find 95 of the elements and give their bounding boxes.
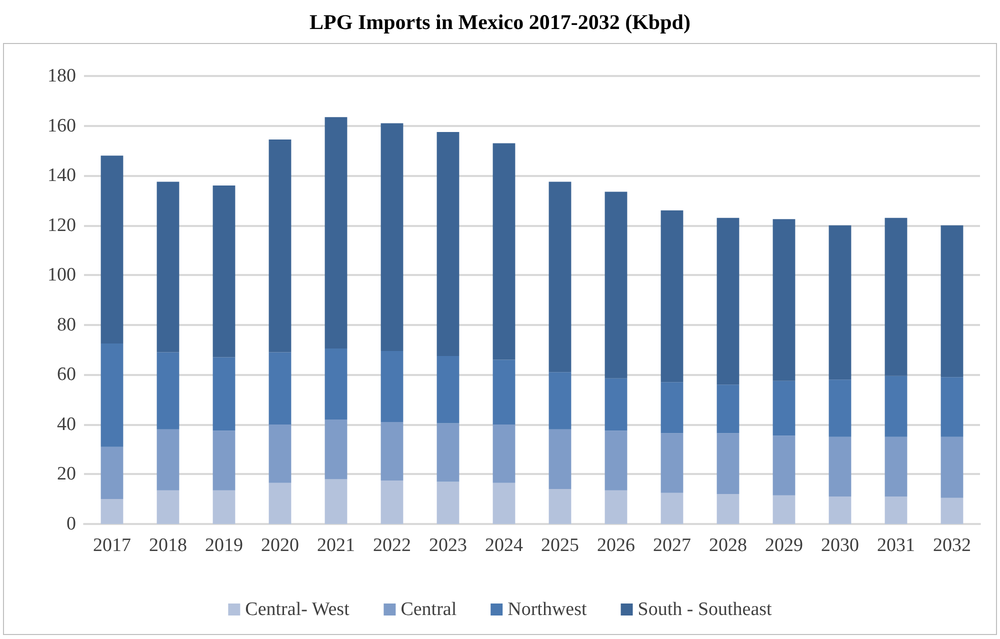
bar — [548, 429, 572, 490]
bar — [604, 192, 628, 378]
bar — [436, 132, 460, 356]
bar — [772, 380, 796, 436]
y-tick-label: 120 — [48, 214, 76, 236]
bar — [940, 498, 964, 524]
x-tick-label: 2024 — [485, 535, 524, 556]
bar — [492, 424, 516, 483]
bar — [604, 378, 628, 431]
x-tick-label: 2019 — [205, 535, 243, 556]
bar — [212, 490, 236, 524]
bar — [212, 186, 236, 358]
bar — [548, 182, 572, 372]
x-tick-label: 2017 — [93, 535, 131, 556]
legend-label: Central- West — [245, 599, 350, 620]
bar — [828, 496, 852, 524]
bar — [772, 495, 796, 524]
bar — [100, 499, 124, 524]
bar — [772, 436, 796, 496]
bar — [380, 480, 404, 524]
bar — [436, 482, 460, 524]
bar — [324, 479, 348, 524]
y-tick-label: 80 — [57, 314, 76, 336]
bar — [380, 123, 404, 352]
bar — [716, 433, 740, 494]
bar — [100, 156, 124, 344]
y-tick-label: 100 — [48, 264, 76, 286]
x-tick-label: 2018 — [149, 535, 187, 556]
bar — [156, 182, 180, 352]
bar — [268, 482, 292, 524]
bar — [660, 492, 684, 524]
bar — [492, 360, 516, 424]
x-tick-label: 2029 — [765, 535, 803, 556]
bar — [436, 356, 460, 424]
bar — [156, 352, 180, 430]
x-tick-label: 2023 — [429, 535, 467, 556]
y-tick-label: 160 — [48, 115, 76, 136]
bar — [156, 429, 180, 490]
bar — [884, 218, 908, 376]
bar — [212, 357, 236, 431]
bar — [604, 490, 628, 524]
y-tick-label: 0 — [66, 514, 76, 534]
bar — [268, 139, 292, 352]
bar — [716, 384, 740, 434]
legend-label: Northwest — [508, 599, 588, 620]
bar — [940, 225, 964, 378]
bar — [492, 143, 516, 360]
bar — [940, 377, 964, 437]
bar — [324, 419, 348, 480]
y-tick-label: 20 — [57, 464, 76, 485]
legend-label: Central — [400, 599, 457, 620]
x-tick-label: 2021 — [317, 535, 355, 556]
x-tick-label: 2026 — [597, 535, 635, 556]
x-tick-label: 2025 — [541, 535, 579, 556]
x-tick-label: 2027 — [653, 535, 691, 556]
bar — [324, 117, 348, 349]
bar — [884, 496, 908, 524]
x-tick-label: 2031 — [877, 535, 915, 556]
bar — [548, 372, 572, 430]
x-tick-label: 2032 — [933, 535, 971, 556]
bar — [828, 380, 852, 437]
bar — [268, 424, 292, 483]
bar — [884, 436, 908, 497]
bar — [492, 482, 516, 524]
bar — [268, 352, 292, 424]
bar — [940, 436, 964, 498]
bar — [716, 218, 740, 385]
bar — [436, 423, 460, 482]
bar — [380, 422, 404, 480]
bar — [884, 376, 908, 437]
y-tick-label: 180 — [48, 66, 76, 86]
bar — [716, 494, 740, 524]
x-tick-label: 2020 — [261, 535, 299, 556]
bar — [660, 433, 684, 493]
bar — [324, 348, 348, 420]
y-tick-label: 140 — [48, 165, 76, 186]
bar — [828, 225, 852, 380]
bar — [212, 430, 236, 490]
chart-title: LPG Imports in Mexico 2017-2032 (Kbpd) — [308, 10, 692, 35]
x-tick-label: 2030 — [821, 535, 859, 556]
y-tick-label: 40 — [57, 414, 76, 435]
bar — [828, 436, 852, 497]
bar — [548, 489, 572, 524]
bar — [660, 382, 684, 434]
bar — [100, 446, 124, 500]
y-tick-label: 60 — [57, 364, 76, 386]
bar — [604, 430, 628, 490]
bar — [156, 490, 180, 524]
bar — [100, 344, 124, 447]
x-tick-label: 2028 — [709, 535, 747, 556]
bar — [660, 210, 684, 382]
x-tick-label: 2022 — [373, 535, 411, 556]
bar — [772, 219, 796, 381]
bar — [380, 351, 404, 422]
legend-label: South - Southeast — [638, 599, 773, 620]
